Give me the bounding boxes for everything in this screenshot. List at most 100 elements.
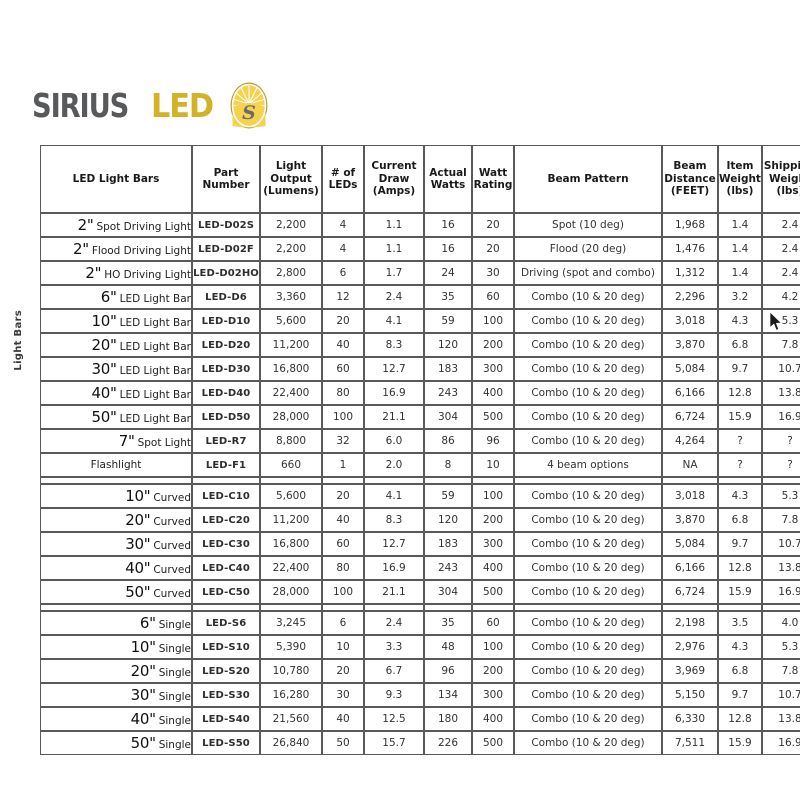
part-number-cell: LED-C40 [192, 556, 260, 580]
col-header-lumens-line-2: Output [270, 172, 312, 185]
product-size: 50" [91, 408, 117, 426]
col-header-lumens-line-3: (Lumens) [263, 185, 319, 198]
watts-cell: 226 [424, 731, 472, 755]
beam-cell: Combo (10 & 20 deg) [514, 659, 662, 683]
product-size: 20" [91, 336, 117, 354]
part-number-cell: LED-D02HO [192, 261, 260, 285]
group-separator-cell [762, 604, 800, 611]
product-name-cell: 30" Curved [40, 532, 192, 556]
light-bars-side-label: Light Bars [8, 280, 28, 400]
table-row[interactable]: 40" Curved LED-C40 22,400 80 16.9 243 400 Combo … [40, 556, 800, 580]
part-number-cell: LED-S20 [192, 659, 260, 683]
col-header-current-draw: Current Draw (Amps) [364, 145, 424, 213]
table-row[interactable]: 10" Single LED-S10 5,390 10 3.3 48 100 Combo (10… [40, 635, 800, 659]
table-row[interactable]: 50" LED Light Bar LED-D50 28,000 100 21.1 304 5… [40, 405, 800, 429]
group-separator-cell [718, 477, 762, 484]
lumens-cell: 2,200 [260, 213, 322, 237]
ship-weight-cell: ? [762, 429, 800, 453]
group-separator-cell [322, 604, 364, 611]
table-row[interactable]: 20" LED Light Bar LED-D20 11,200 40 8.3 120 200… [40, 333, 800, 357]
table-row[interactable]: Flashlight LED-F1 660 1 2.0 8 10 4 beam options… [40, 453, 800, 477]
product-descriptor: Single [158, 691, 191, 703]
item-weight-cell: 1.4 [718, 261, 762, 285]
group-separator-cell [192, 477, 260, 484]
amps-cell: 15.7 [364, 731, 424, 755]
product-descriptor: Curved [153, 564, 191, 576]
product-size: 2" [77, 216, 94, 234]
distance-cell: 6,330 [662, 707, 718, 731]
beam-cell: Combo (10 & 20 deg) [514, 532, 662, 556]
product-name-cell: 40" Curved [40, 556, 192, 580]
lumens-cell: 28,000 [260, 405, 322, 429]
table-row[interactable]: 50" Curved LED-C50 28,000 100 21.1 304 500 Combo… [40, 580, 800, 604]
product-name-cell: 30" LED Light Bar [40, 357, 192, 381]
product-size: 40" [130, 710, 156, 728]
col-header-leds-line-1: # of [330, 166, 356, 179]
item-weight-cell: 6.8 [718, 333, 762, 357]
product-name-cell: 10" LED Light Bar [40, 309, 192, 333]
product-name-cell: 50" Curved [40, 580, 192, 604]
side-label-text: Light Bars [12, 309, 24, 371]
table-row[interactable]: 20" Curved LED-C20 11,200 40 8.3 120 200 Combo (… [40, 508, 800, 532]
leds-cell: 12 [322, 285, 364, 309]
lumens-cell: 5,390 [260, 635, 322, 659]
part-number-cell: LED-D02S [192, 213, 260, 237]
product-name-cell: 2" Spot Driving Light [40, 213, 192, 237]
beam-cell: Combo (10 & 20 deg) [514, 508, 662, 532]
product-name-cell: 6" LED Light Bar [40, 285, 192, 309]
part-number-cell: LED-D50 [192, 405, 260, 429]
led-specifications-table: LED Light Bars Part Number Light Output … [40, 145, 800, 755]
lumens-cell: 22,400 [260, 556, 322, 580]
table-row[interactable]: 40" LED Light Bar LED-D40 22,400 80 16.9 243 40… [40, 381, 800, 405]
product-descriptor: Single [158, 715, 191, 727]
rating-cell: 60 [472, 611, 514, 635]
col-header-amps-line-1: Current [371, 160, 417, 173]
table-row[interactable]: 40" Single LED-S40 21,560 40 12.5 180 400 Combo … [40, 707, 800, 731]
table-row[interactable]: 6" LED Light Bar LED-D6 3,360 12 2.4 35 60 Combo… [40, 285, 800, 309]
ship-weight-cell: 4.2 [762, 285, 800, 309]
table-row[interactable]: 10" Curved LED-C10 5,600 20 4.1 59 100 Combo (10… [40, 484, 800, 508]
table-row[interactable]: 6" Single LED-S6 3,245 6 2.4 35 60 Combo (10 & 2… [40, 611, 800, 635]
product-size: 10" [130, 638, 156, 656]
table-row[interactable]: 2" Spot Driving Light LED-D02S 2,200 4 1.1 16 2… [40, 213, 800, 237]
watts-cell: 120 [424, 508, 472, 532]
amps-cell: 9.3 [364, 683, 424, 707]
lumens-cell: 2,800 [260, 261, 322, 285]
beam-cell: Combo (10 & 20 deg) [514, 580, 662, 604]
distance-cell: 1,476 [662, 237, 718, 261]
product-size: 30" [91, 360, 117, 378]
watts-cell: 304 [424, 580, 472, 604]
table-row[interactable]: 20" Single LED-S20 10,780 20 6.7 96 200 Combo (1… [40, 659, 800, 683]
leds-cell: 6 [322, 611, 364, 635]
table-row[interactable]: 30" Curved LED-C30 16,800 60 12.7 183 300 Combo … [40, 532, 800, 556]
group-separator-cell [662, 477, 718, 484]
product-size: 40" [125, 559, 151, 577]
item-weight-cell: 4.3 [718, 635, 762, 659]
distance-cell: 7,511 [662, 731, 718, 755]
table-row[interactable]: 30" LED Light Bar LED-D30 16,800 60 12.7 183 30… [40, 357, 800, 381]
table-row[interactable]: 2" Flood Driving Light LED-D02F 2,200 4 1.1 16… [40, 237, 800, 261]
table-row[interactable]: 50" Single LED-S50 26,840 50 15.7 226 500 Combo … [40, 731, 800, 755]
distance-cell: 6,166 [662, 556, 718, 580]
amps-cell: 16.9 [364, 556, 424, 580]
table-row[interactable]: 10" LED Light Bar LED-D10 5,600 20 4.1 59 100 Co… [40, 309, 800, 333]
part-number-cell: LED-C30 [192, 532, 260, 556]
product-size: 30" [130, 686, 156, 704]
watts-cell: 243 [424, 381, 472, 405]
product-name-cell: 20" LED Light Bar [40, 333, 192, 357]
part-number-cell: LED-D20 [192, 333, 260, 357]
beam-cell: Combo (10 & 20 deg) [514, 556, 662, 580]
amps-cell: 12.5 [364, 707, 424, 731]
col-header-name-line-1: LED Light Bars [72, 172, 160, 185]
table-row[interactable]: 2" HO Driving Light LED-D02HO 2,800 6 1.7 24 30… [40, 261, 800, 285]
leds-cell: 100 [322, 405, 364, 429]
part-number-cell: LED-C20 [192, 508, 260, 532]
beam-cell: Spot (10 deg) [514, 213, 662, 237]
lumens-cell: 3,360 [260, 285, 322, 309]
product-descriptor: LED Light Bar [119, 317, 191, 329]
item-weight-cell: 6.8 [718, 659, 762, 683]
table-row[interactable]: 7" Spot Light LED-R7 8,800 32 6.0 86 96 Combo (1… [40, 429, 800, 453]
beam-cell: Combo (10 & 20 deg) [514, 405, 662, 429]
product-size: 6" [100, 288, 117, 306]
table-row[interactable]: 30" Single LED-S30 16,280 30 9.3 134 300 Combo (… [40, 683, 800, 707]
